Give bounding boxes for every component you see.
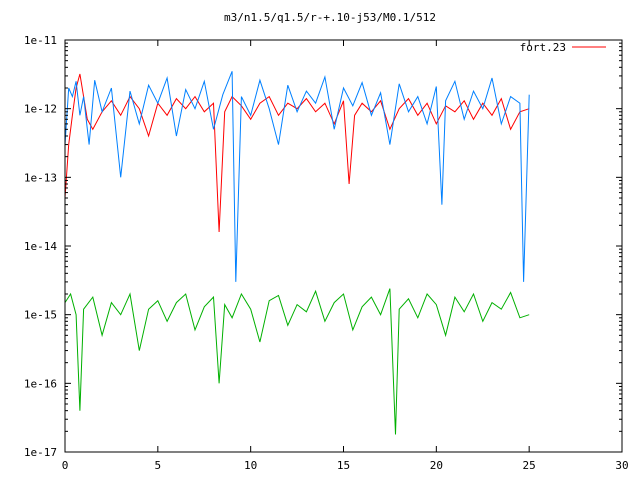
x-tick-label: 5 bbox=[155, 459, 162, 472]
y-tick-label: 1e-14 bbox=[24, 240, 57, 253]
legend-label: fort.23 bbox=[520, 41, 566, 54]
chart-title: m3/n1.5/q1.5/r-+.10-j53/M0.1/512 bbox=[224, 11, 436, 24]
series-line-0 bbox=[64, 73, 530, 233]
x-tick-label: 25 bbox=[523, 459, 536, 472]
y-tick-label: 1e-11 bbox=[24, 34, 57, 47]
x-tick-label: 0 bbox=[62, 459, 69, 472]
x-tick-label: 10 bbox=[244, 459, 257, 472]
y-tick-label: 1e-15 bbox=[24, 309, 57, 322]
axes: 0 5 10 15 20 25 30 1e-17 1e-16 1e-15 1e-14 1e-13 1e-… bbox=[24, 34, 629, 472]
y-tick-label: 1e-17 bbox=[24, 446, 57, 459]
y-tick-label: 1e-12 bbox=[24, 103, 57, 116]
y-tick-label: 1e-16 bbox=[24, 377, 57, 390]
y-tick-label: 1e-13 bbox=[24, 171, 57, 184]
x-tick-label: 20 bbox=[430, 459, 443, 472]
series-line-2 bbox=[64, 288, 530, 435]
series-line-1 bbox=[64, 71, 530, 282]
legend: fort.23 bbox=[520, 41, 606, 54]
x-tick-label: 15 bbox=[337, 459, 350, 472]
x-tick-label: 30 bbox=[615, 459, 628, 472]
series-layer bbox=[64, 71, 530, 435]
